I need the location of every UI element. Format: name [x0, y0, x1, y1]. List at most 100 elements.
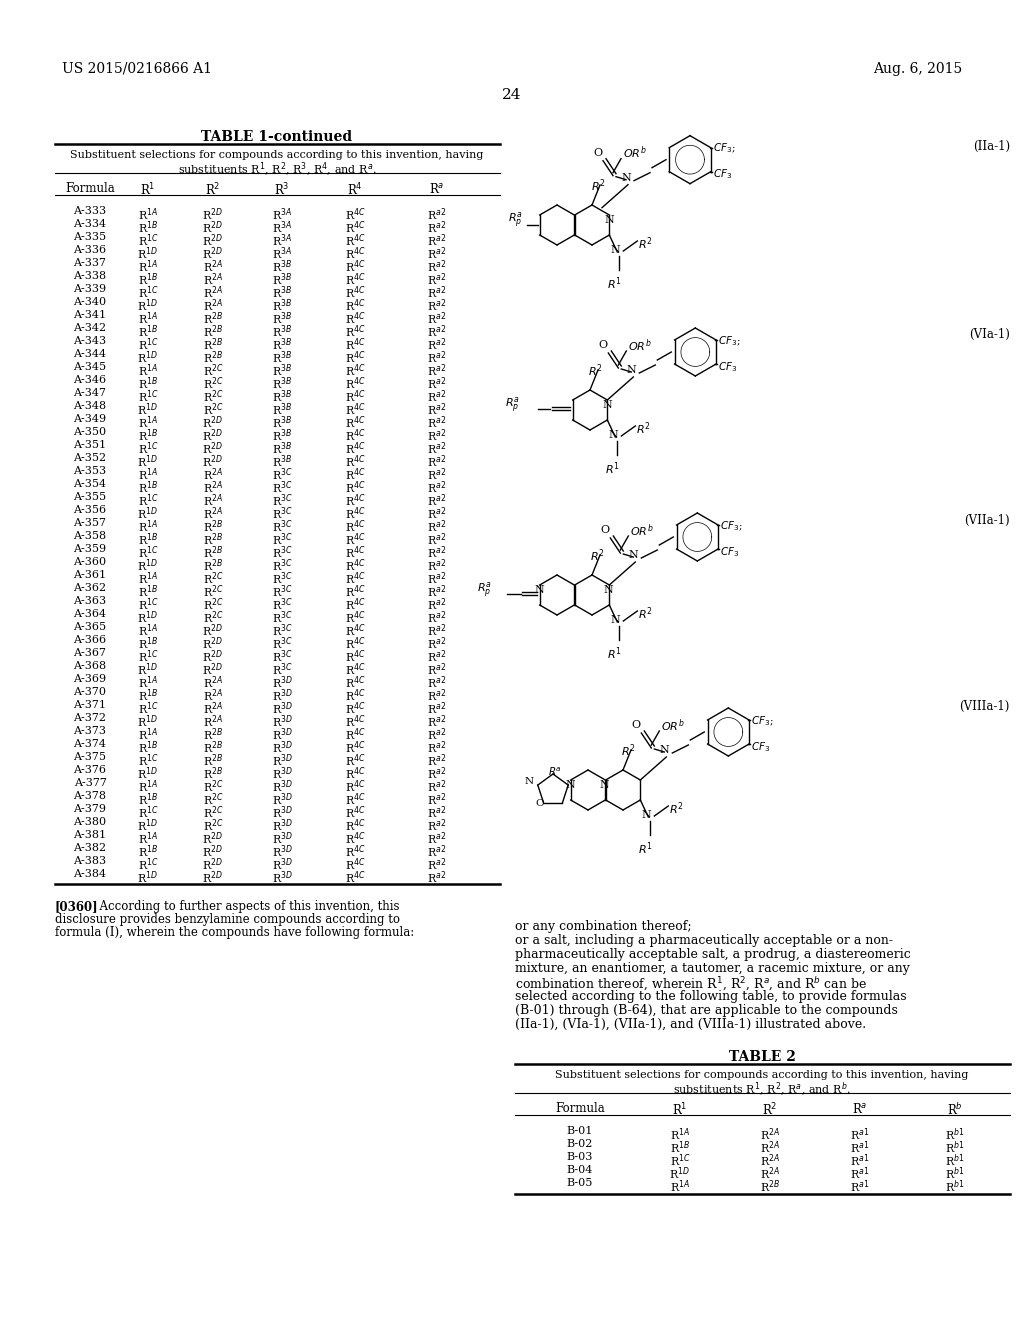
- Text: R$^{2C}$: R$^{2C}$: [203, 375, 223, 392]
- Text: R$^{a2}$: R$^{a2}$: [427, 310, 446, 326]
- Text: R$^{4C}$: R$^{4C}$: [345, 271, 366, 288]
- Text: R$^{a2}$: R$^{a2}$: [427, 362, 446, 379]
- Text: A-338: A-338: [74, 271, 106, 281]
- Text: R$^{1B}$: R$^{1B}$: [138, 219, 158, 235]
- Text: R$^{2C}$: R$^{2C}$: [203, 791, 223, 808]
- Text: $R^2$: $R^2$: [638, 235, 653, 252]
- Text: R$^{2C}$: R$^{2C}$: [203, 583, 223, 599]
- Text: Formula: Formula: [66, 182, 115, 195]
- Text: R$^{3B}$: R$^{3B}$: [271, 337, 292, 352]
- Text: selected according to the following table, to provide formulas: selected according to the following tabl…: [515, 990, 906, 1003]
- Text: $R^2$: $R^2$: [638, 605, 653, 622]
- Text: R$^{1B}$: R$^{1B}$: [138, 635, 158, 652]
- Text: R$^{a2}$: R$^{a2}$: [427, 855, 446, 873]
- Text: R$^{3A}$: R$^{3A}$: [272, 206, 292, 223]
- Text: A-334: A-334: [74, 219, 106, 228]
- Text: A-333: A-333: [74, 206, 106, 216]
- Text: A-378: A-378: [74, 791, 106, 801]
- Text: R$^{4C}$: R$^{4C}$: [345, 700, 366, 717]
- Text: R$^{2A}$: R$^{2A}$: [760, 1166, 780, 1181]
- Text: A-359: A-359: [74, 544, 106, 554]
- Text: R$^4$: R$^4$: [347, 182, 362, 198]
- Text: A-361: A-361: [74, 570, 106, 579]
- Text: (VIIa-1): (VIIa-1): [965, 513, 1010, 527]
- Text: A-346: A-346: [74, 375, 106, 385]
- Text: R$^{4C}$: R$^{4C}$: [345, 310, 366, 326]
- Text: R$^{1B}$: R$^{1B}$: [138, 375, 158, 392]
- Text: R$^{a2}$: R$^{a2}$: [427, 817, 446, 834]
- Text: R$^{a2}$: R$^{a2}$: [427, 337, 446, 352]
- Text: R$^{3D}$: R$^{3D}$: [271, 869, 292, 886]
- Text: R$^2$: R$^2$: [762, 1102, 777, 1118]
- Text: A-367: A-367: [74, 648, 106, 657]
- Text: mixture, an enantiomer, a tautomer, a racemic mixture, or any: mixture, an enantiomer, a tautomer, a ra…: [515, 962, 910, 975]
- Text: R$^{3B}$: R$^{3B}$: [271, 453, 292, 470]
- Text: N: N: [610, 246, 621, 255]
- Text: R$^{4C}$: R$^{4C}$: [345, 622, 366, 639]
- Text: R$^{2D}$: R$^{2D}$: [203, 843, 223, 859]
- Text: R$^{4C}$: R$^{4C}$: [345, 257, 366, 275]
- Text: R$^{a1}$: R$^{a1}$: [850, 1166, 869, 1181]
- Text: R$^{b1}$: R$^{b1}$: [945, 1177, 965, 1195]
- Text: R$^{4C}$: R$^{4C}$: [345, 440, 366, 457]
- Text: R$^{1B}$: R$^{1B}$: [138, 583, 158, 599]
- Text: $OR^b$: $OR^b$: [623, 145, 647, 161]
- Text: R$^{a2}$: R$^{a2}$: [427, 739, 446, 755]
- Text: R$^{1C}$: R$^{1C}$: [137, 752, 159, 768]
- Text: $R^2$: $R^2$: [591, 177, 605, 194]
- Text: R$^{1C}$: R$^{1C}$: [137, 597, 159, 612]
- Text: $CF_3$: $CF_3$: [713, 168, 732, 181]
- Text: (IIa-1): (IIa-1): [973, 140, 1010, 153]
- Text: (VIIIa-1): (VIIIa-1): [959, 700, 1010, 713]
- Text: R$^{a1}$: R$^{a1}$: [850, 1139, 869, 1155]
- Text: $R^2$: $R^2$: [590, 546, 604, 564]
- Text: R$^{4C}$: R$^{4C}$: [345, 337, 366, 352]
- Text: TABLE 1-continued: TABLE 1-continued: [202, 129, 352, 144]
- Text: $R^a_p$: $R^a_p$: [508, 210, 522, 230]
- Text: R$^{2D}$: R$^{2D}$: [203, 855, 223, 873]
- Text: A-355: A-355: [74, 492, 106, 502]
- Text: R$^{3B}$: R$^{3B}$: [271, 348, 292, 366]
- Text: R$^{2D}$: R$^{2D}$: [203, 453, 223, 470]
- Text: substituents R$^1$, R$^2$, R$^a$, and R$^b$.: substituents R$^1$, R$^2$, R$^a$, and R$…: [673, 1081, 851, 1100]
- Text: R$^{2A}$: R$^{2A}$: [203, 284, 223, 301]
- Text: R$^{2B}$: R$^{2B}$: [203, 766, 223, 781]
- Text: O: O: [594, 148, 602, 157]
- Text: R$^{4C}$: R$^{4C}$: [345, 766, 366, 781]
- Text: R$^{3A}$: R$^{3A}$: [272, 219, 292, 235]
- Text: R$^{4C}$: R$^{4C}$: [345, 739, 366, 755]
- Text: R$^{1D}$: R$^{1D}$: [137, 297, 159, 314]
- Text: N: N: [610, 615, 621, 624]
- Text: R$^{3C}$: R$^{3C}$: [271, 570, 293, 586]
- Text: R$^{b1}$: R$^{b1}$: [945, 1152, 965, 1168]
- Text: A-372: A-372: [74, 713, 106, 723]
- Text: TABLE 2: TABLE 2: [728, 1049, 796, 1064]
- Text: R$^{1A}$: R$^{1A}$: [138, 726, 158, 743]
- Text: R$^{1B}$: R$^{1B}$: [138, 686, 158, 704]
- Text: R$^{1C}$: R$^{1C}$: [137, 284, 159, 301]
- Text: R$^{a2}$: R$^{a2}$: [427, 583, 446, 599]
- Text: R$^{1D}$: R$^{1D}$: [137, 609, 159, 626]
- Text: R$^{a2}$: R$^{a2}$: [427, 219, 446, 235]
- Text: formula (I), wherein the compounds have following formula:: formula (I), wherein the compounds have …: [55, 927, 415, 939]
- Text: R$^{2B}$: R$^{2B}$: [203, 544, 223, 561]
- Text: R$^{4C}$: R$^{4C}$: [345, 675, 366, 690]
- Text: A-350: A-350: [74, 426, 106, 437]
- Text: R$^{4C}$: R$^{4C}$: [345, 375, 366, 392]
- Text: R$^{b1}$: R$^{b1}$: [945, 1139, 965, 1155]
- Text: R$^{4C}$: R$^{4C}$: [345, 426, 366, 444]
- Text: R$^{3B}$: R$^{3B}$: [271, 271, 292, 288]
- Text: R$^{a1}$: R$^{a1}$: [850, 1177, 869, 1195]
- Text: $R^1$: $R^1$: [605, 459, 620, 477]
- Text: R$^{3D}$: R$^{3D}$: [271, 830, 292, 846]
- Text: R$^{1A}$: R$^{1A}$: [670, 1177, 690, 1195]
- Text: A-342: A-342: [74, 323, 106, 333]
- Text: R$^{3C}$: R$^{3C}$: [271, 583, 293, 599]
- Text: R$^{2D}$: R$^{2D}$: [203, 414, 223, 430]
- Text: R$^{2C}$: R$^{2C}$: [203, 570, 223, 586]
- Text: O: O: [632, 719, 641, 730]
- Text: R$^{4C}$: R$^{4C}$: [345, 869, 366, 886]
- Text: R$^{3B}$: R$^{3B}$: [271, 426, 292, 444]
- Text: R$^1$: R$^1$: [140, 182, 156, 198]
- Text: R$^{3A}$: R$^{3A}$: [272, 246, 292, 261]
